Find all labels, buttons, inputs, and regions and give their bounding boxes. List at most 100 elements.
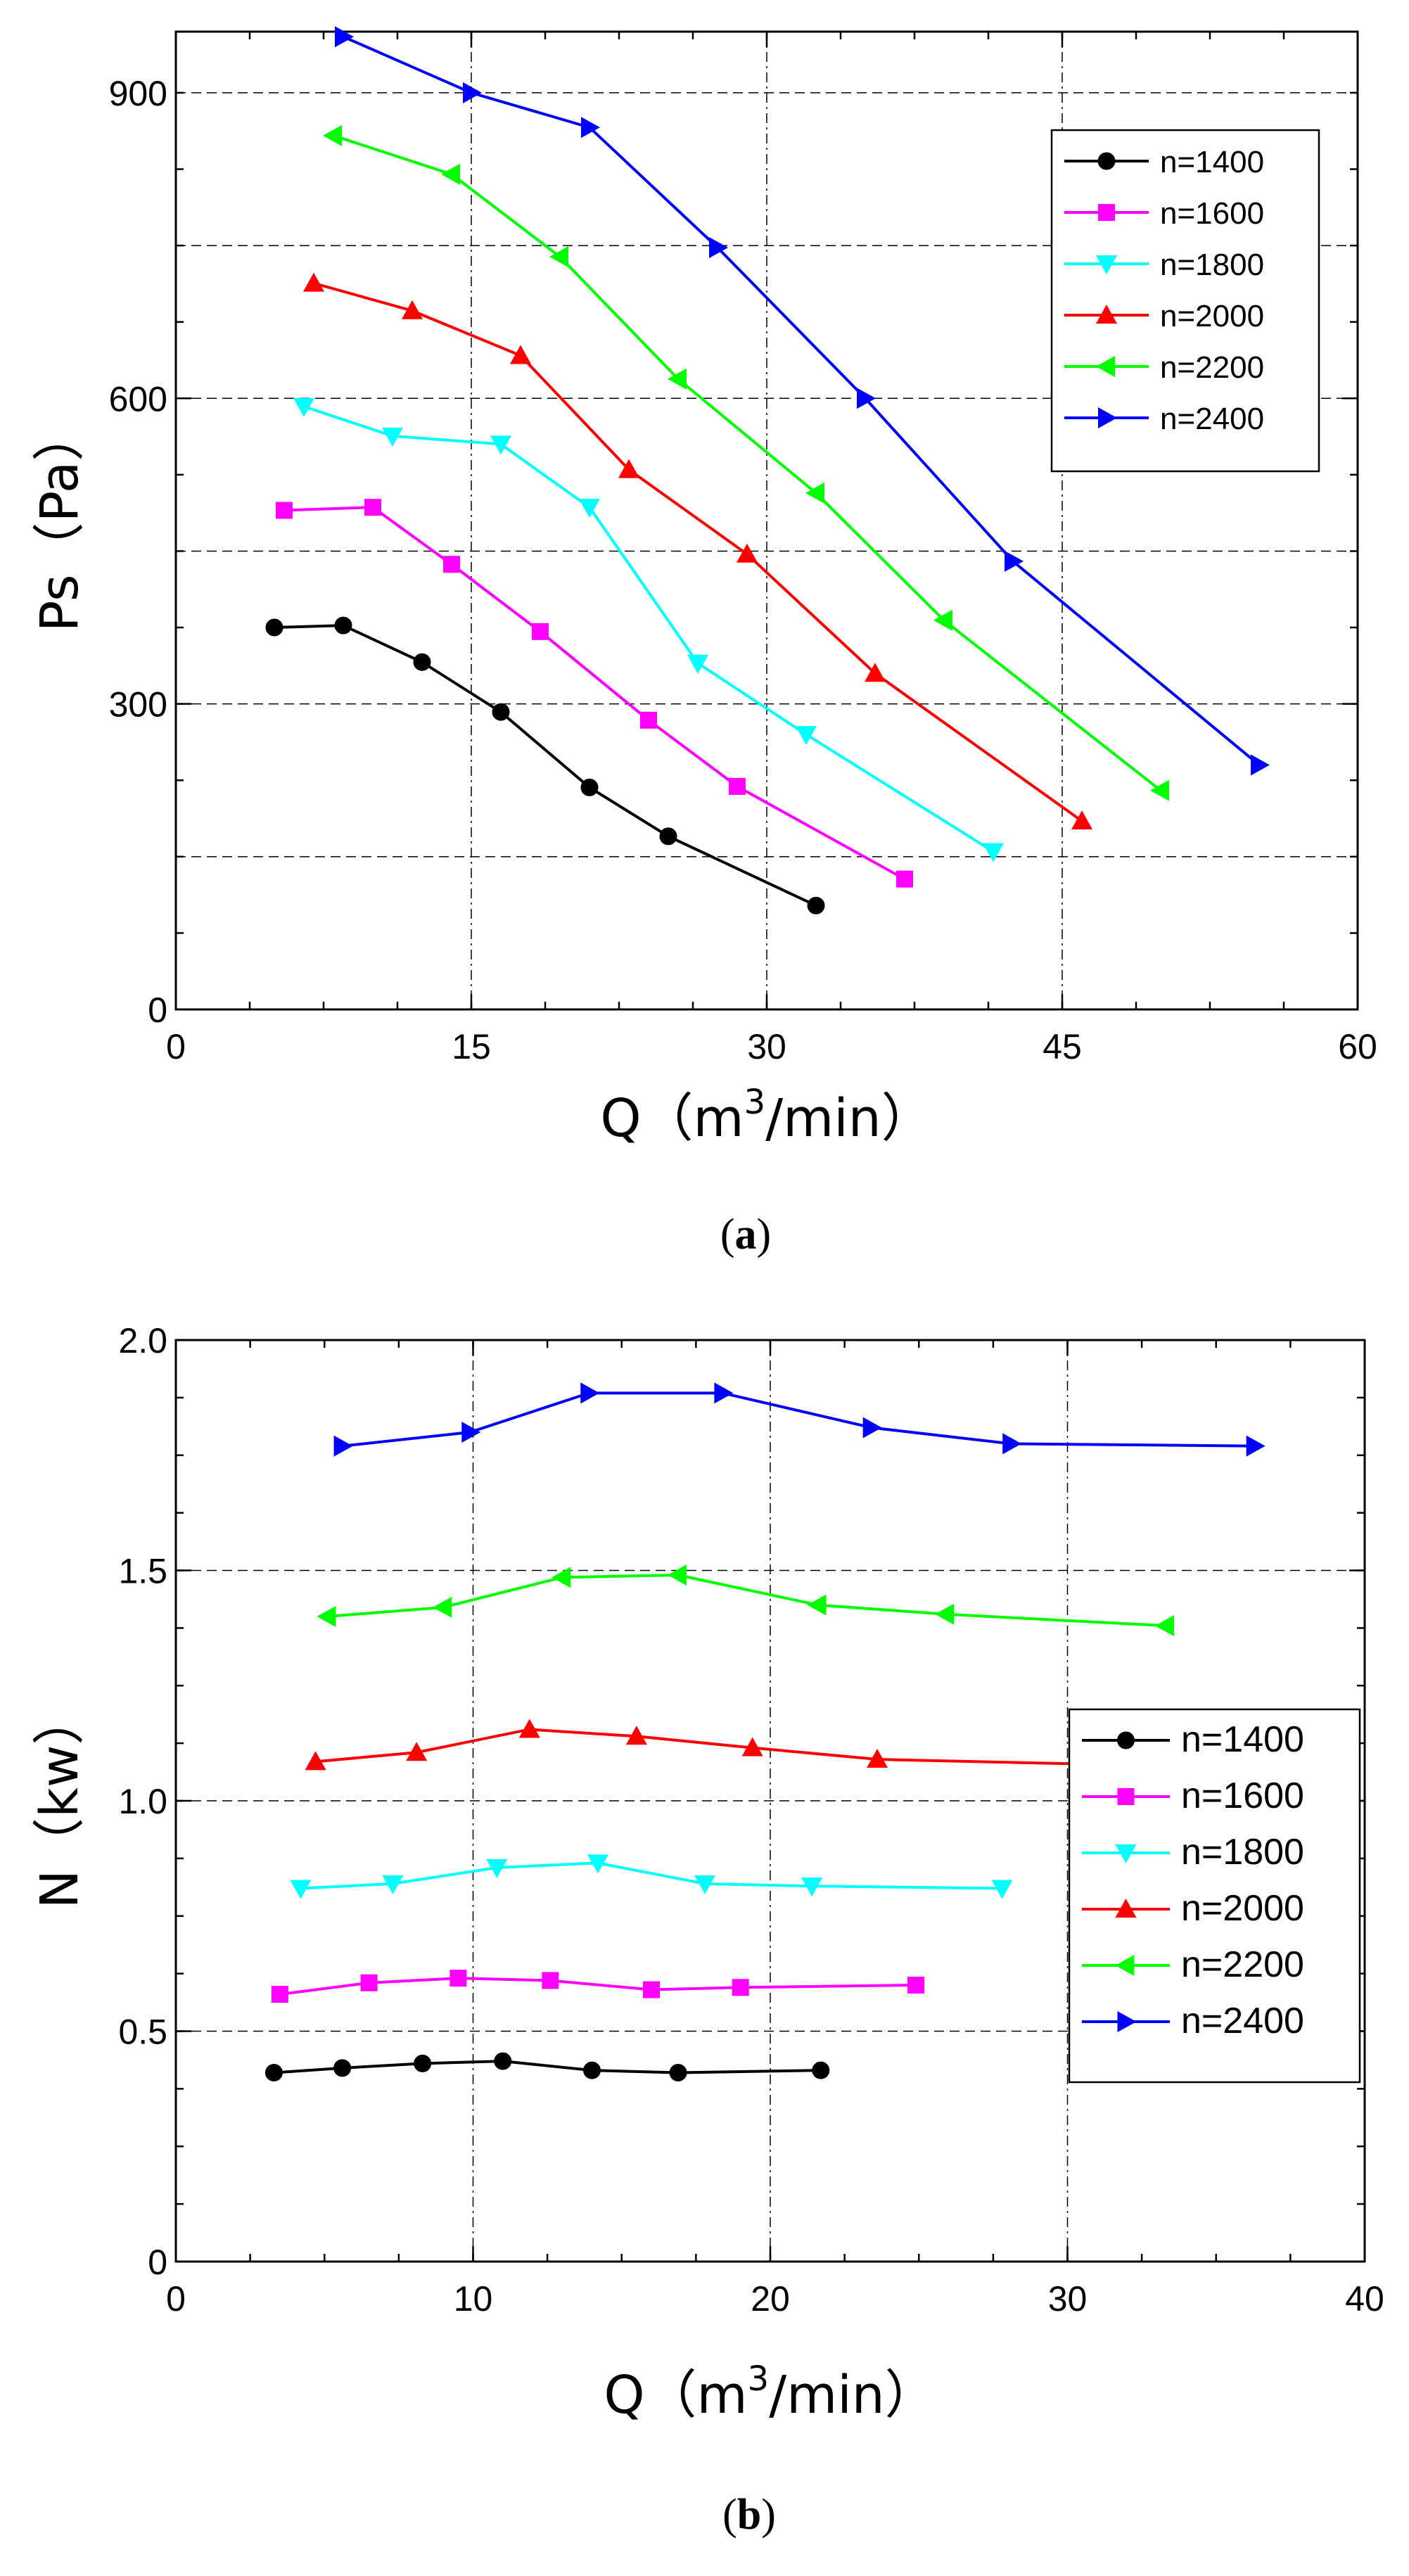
x-tick-label: 60 (1338, 1027, 1377, 1066)
data-point (450, 1970, 467, 1987)
data-point (812, 2061, 830, 2079)
data-point (796, 726, 817, 746)
figure-caption: (a) (720, 1211, 771, 1258)
legend-marker (1115, 1899, 1137, 1918)
data-point (290, 1880, 312, 1899)
data-point (542, 1972, 559, 1989)
data-point (580, 778, 599, 796)
data-point (1150, 779, 1169, 801)
series-n=2400 (333, 1382, 1265, 1457)
legend-label: n=1600 (1160, 196, 1264, 231)
series-n=2000 (305, 1719, 1090, 1773)
x-axis-label-tail: /min） (769, 2365, 936, 2425)
data-point (580, 1382, 600, 1404)
data-point (659, 827, 677, 846)
x-axis-label: Q（m3/min） (600, 1083, 933, 1149)
data-point (271, 1986, 288, 2003)
x-tick-label: 30 (747, 1027, 786, 1066)
data-point (441, 163, 460, 185)
series-n=2200 (317, 1564, 1174, 1637)
data-point (896, 870, 913, 888)
legend-marker (1098, 204, 1115, 221)
caption-open: ( (722, 2491, 737, 2539)
data-point (862, 1417, 882, 1439)
data-point (867, 1749, 888, 1768)
data-point (317, 1606, 336, 1627)
data-point (333, 1435, 353, 1457)
legend-label: n=1800 (1160, 248, 1264, 282)
series-n=2400 (335, 26, 1270, 776)
data-point (463, 82, 482, 103)
caption-letter: b (737, 2491, 761, 2539)
data-point (933, 609, 952, 631)
y-tick-label: 0 (148, 990, 167, 1030)
data-point (265, 618, 283, 637)
series-n=1800 (293, 397, 1004, 862)
chart-a: 0 15 30 45 600300600900Q（m3/min）Ps（Pa）n=1400… (30, 26, 1377, 1258)
data-point (549, 246, 568, 267)
y-tick-label: 2.0 (118, 1321, 167, 1360)
data-point (991, 1880, 1013, 1899)
x-tick-label: 45 (1043, 1027, 1082, 1066)
data-point (264, 2063, 283, 2081)
data-point (983, 843, 1004, 862)
legend-label: n=2400 (1160, 402, 1264, 436)
data-point (807, 1594, 827, 1616)
caption-open: ( (720, 1211, 735, 1258)
x-axis-label-main: Q（m (600, 1088, 744, 1149)
data-point (669, 2063, 687, 2081)
y-tick-label: 900 (109, 74, 167, 113)
series-n=1600 (271, 1970, 925, 2003)
x-tick-label: 10 (454, 2279, 493, 2319)
caption-letter: a (735, 1211, 757, 1258)
data-point (1154, 1615, 1174, 1637)
data-point (510, 345, 531, 364)
legend-marker (1097, 152, 1116, 170)
legend-label: n=2400 (1181, 2001, 1304, 2041)
y-tick-label: 0.5 (118, 2013, 167, 2052)
data-point (490, 435, 511, 455)
data-point (492, 703, 510, 721)
legend-marker (1098, 407, 1117, 428)
legend-marker (1117, 1788, 1135, 1805)
data-point (1246, 1435, 1265, 1457)
data-point (382, 427, 403, 447)
data-point (333, 2059, 352, 2077)
legend-label: n=2000 (1160, 299, 1264, 333)
legend-marker (1115, 1955, 1135, 1976)
x-axis-label-tail: /min） (765, 1088, 933, 1149)
data-point (583, 2061, 601, 2079)
figure-caption: (b) (722, 2491, 776, 2539)
x-axis-label-main: Q（m (604, 2365, 747, 2425)
legend-label: n=2200 (1160, 350, 1264, 385)
data-point (414, 2054, 432, 2072)
legend-label: n=2200 (1181, 1944, 1304, 1985)
data-point (935, 1603, 955, 1625)
series-n=1800 (290, 1854, 1013, 1899)
chart-b: 0 10 20 30 40 0 0.5 1.0 1.5 2.0 Q（m3/min） N（kw） n=14… (30, 1321, 1384, 2539)
y-tick-label: 300 (109, 685, 167, 725)
legend-label: n=1400 (1160, 145, 1264, 179)
y-tick-label: 600 (109, 379, 167, 419)
legend-box (1050, 129, 1320, 473)
data-point (305, 1751, 326, 1771)
data-point (1005, 550, 1024, 572)
series-n=1400 (265, 616, 825, 914)
data-point (737, 543, 758, 563)
data-point (687, 654, 708, 674)
ticks (174, 32, 1359, 1011)
data-point (433, 1596, 452, 1618)
y-axis-label: N（kw） (30, 1693, 90, 1909)
data-point (382, 1875, 404, 1894)
data-point (625, 1726, 647, 1745)
data-point (552, 1567, 571, 1588)
x-tick-label: 30 (1048, 2279, 1088, 2319)
data-point (293, 397, 314, 417)
caption-close: ) (757, 1211, 772, 1258)
x-tick-label: 15 (452, 1027, 491, 1066)
x-tick-label: 20 (751, 2279, 790, 2319)
y-tick-label: 0 (148, 2243, 167, 2282)
legend-marker (1117, 2011, 1137, 2032)
data-point (303, 272, 324, 292)
